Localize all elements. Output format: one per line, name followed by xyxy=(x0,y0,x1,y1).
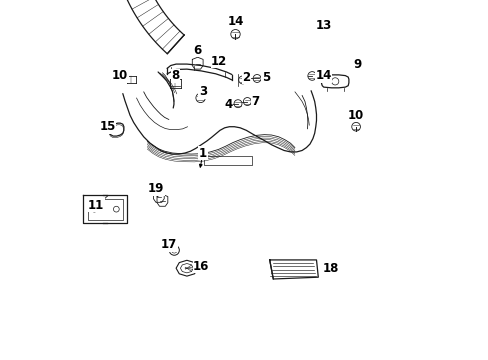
Text: 9: 9 xyxy=(353,58,361,71)
Text: 8: 8 xyxy=(171,69,179,82)
Text: 19: 19 xyxy=(148,183,164,195)
Text: 1: 1 xyxy=(199,147,207,159)
Text: 15: 15 xyxy=(100,120,116,133)
Text: 11: 11 xyxy=(88,199,104,212)
Text: 3: 3 xyxy=(199,85,207,98)
Text: 18: 18 xyxy=(322,262,338,275)
Text: 6: 6 xyxy=(193,44,202,57)
Text: 16: 16 xyxy=(193,260,209,273)
Text: 7: 7 xyxy=(251,95,259,108)
Text: 10: 10 xyxy=(347,109,364,122)
Text: 4: 4 xyxy=(224,98,232,111)
Text: 5: 5 xyxy=(262,71,270,84)
Text: 2: 2 xyxy=(242,71,250,84)
Text: 13: 13 xyxy=(315,19,331,32)
Text: 12: 12 xyxy=(211,55,227,68)
Text: 17: 17 xyxy=(161,238,177,251)
Text: 14: 14 xyxy=(315,69,331,82)
Text: 14: 14 xyxy=(227,15,243,28)
Text: 10: 10 xyxy=(112,69,128,82)
